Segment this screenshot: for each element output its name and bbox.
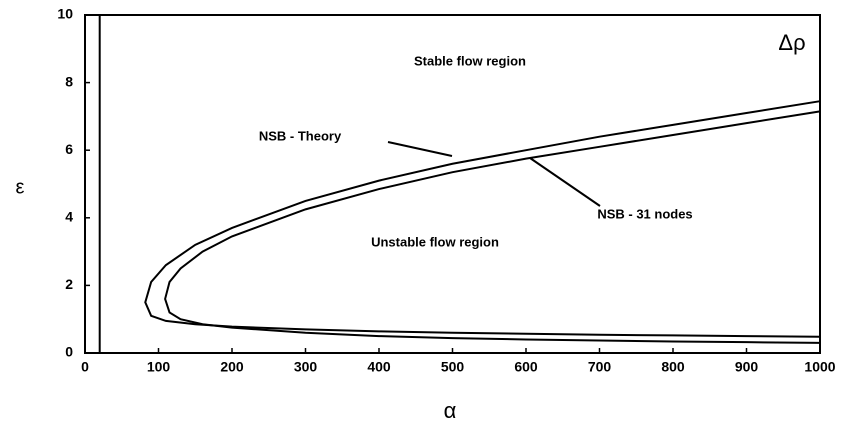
leader-line — [387, 141, 453, 157]
y-tick-label: 10 — [57, 6, 73, 22]
y-tick-label: 0 — [65, 344, 73, 360]
x-tick-label: 900 — [735, 359, 759, 375]
x-tick-label: 500 — [441, 359, 465, 375]
x-tick-label: 400 — [367, 359, 391, 375]
x-tick-label: 200 — [220, 359, 244, 375]
y-tick-label: 6 — [65, 141, 73, 157]
annotation: Unstable flow region — [371, 234, 499, 249]
annotation: Δρ — [778, 30, 805, 55]
leader-line — [529, 157, 601, 207]
y-tick-label: 8 — [65, 73, 73, 89]
x-tick-label: 0 — [81, 359, 89, 375]
x-tick-label: 100 — [147, 359, 171, 375]
x-tick-label: 1000 — [804, 359, 835, 375]
x-tick-label: 300 — [294, 359, 318, 375]
x-tick-label: 700 — [588, 359, 612, 375]
line-series — [144, 100, 821, 338]
y-tick-label: 2 — [65, 276, 73, 292]
annotation: Stable flow region — [414, 53, 526, 68]
x-tick-label: 600 — [514, 359, 538, 375]
line-series — [164, 110, 821, 344]
y-tick-label: 4 — [65, 209, 73, 225]
x-axis-label: α — [444, 398, 457, 423]
series-label: NSB - Theory — [259, 128, 342, 143]
y-axis-label: ε — [16, 176, 25, 198]
x-tick-label: 800 — [661, 359, 685, 375]
series-label: NSB - 31 nodes — [597, 206, 692, 221]
